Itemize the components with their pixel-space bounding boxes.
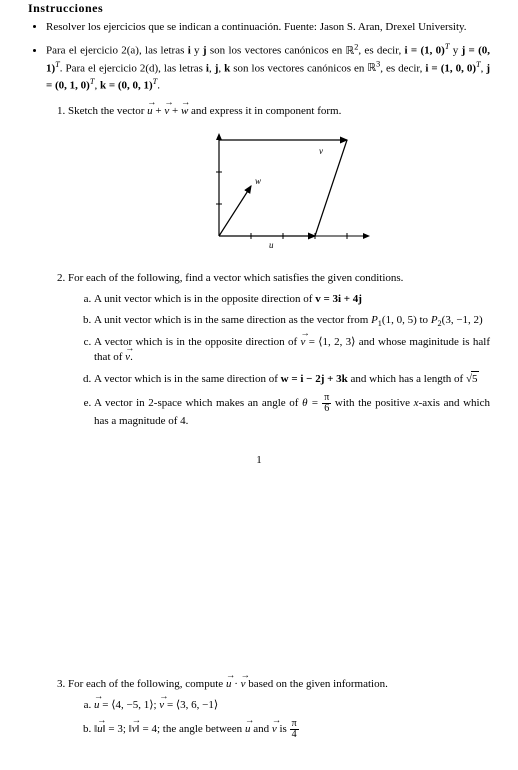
p2c: A vector which is in the opposite direct… <box>94 335 490 365</box>
text: For each of the following, find a vector… <box>68 272 403 284</box>
text: . <box>157 80 160 92</box>
vector-diagram: u w v <box>179 126 379 256</box>
frac-pi6: π6 <box>322 393 331 414</box>
problem-3-subs: u = ⟨4, −5, 1⟩; v = ⟨3, 6, −1⟩ ‖u‖ = 3; … <box>68 698 490 740</box>
instruction-item: Para el ejercicio 2(a), las letras i y j… <box>46 41 490 94</box>
vec-u: u <box>94 698 100 713</box>
v-label: v <box>319 146 323 156</box>
eq: w = i − 2j + 3k <box>281 373 348 385</box>
vec-v: v <box>272 722 277 737</box>
text: For each of the following, compute <box>68 678 226 690</box>
p3b: ‖u‖ = 3; ‖v‖ = 4; the angle between u an… <box>94 719 490 740</box>
text: based on the given information. <box>246 678 388 690</box>
text: , es decir, <box>380 62 425 74</box>
frac-pi4: π4 <box>290 719 299 740</box>
sqrt5: 5 <box>471 371 479 387</box>
sym: P <box>431 314 438 326</box>
vec-v: v <box>300 335 305 350</box>
text: y <box>449 45 461 57</box>
sym: θ = <box>302 397 322 409</box>
vec-v: v <box>159 698 164 713</box>
vec-w: w <box>181 104 188 119</box>
text: ‖ = 3; ‖ <box>103 723 132 735</box>
instruction-item: Resolver los ejercicios que se indican a… <box>46 20 490 35</box>
problems-list-cont: For each of the following, compute u · v… <box>28 677 490 740</box>
vec-u: u <box>97 722 103 737</box>
text: = ⟨3, 6, −1⟩ <box>164 699 218 711</box>
vector-w <box>219 186 251 236</box>
vec-u: u <box>147 104 153 119</box>
vec-v: v <box>125 350 130 365</box>
text: A vector in 2-space which makes an angle… <box>94 397 302 409</box>
sym: P <box>371 314 378 326</box>
text: A unit vector which is in the opposite d… <box>94 293 315 305</box>
text: and express it in component form. <box>188 105 341 117</box>
w-label: w <box>255 176 261 186</box>
text: , es decir, <box>358 45 404 57</box>
header-fragment: Instrucciones <box>28 0 490 16</box>
p2d: A vector which is in the same direction … <box>94 371 490 387</box>
problem-2-subs: A unit vector which is in the opposite d… <box>68 292 490 429</box>
eq: i = (1, 0, 0) <box>425 62 476 74</box>
page-2: For each of the following, compute u · v… <box>0 487 518 770</box>
eq: k = (0, 0, 1) <box>100 80 153 92</box>
text: (3, −1, 2) <box>442 314 483 326</box>
instructions-list: Resolver los ejercicios que se indican a… <box>28 20 490 93</box>
text: to <box>417 314 431 326</box>
u-label: u <box>269 240 274 250</box>
p3a: u = ⟨4, −5, 1⟩; v = ⟨3, 6, −1⟩ <box>94 698 490 713</box>
eq: i = (1, 0) <box>405 45 445 57</box>
text: . Para el ejercicio 2(d), las letras <box>60 62 206 74</box>
text: son los vectores canónicos en <box>207 45 346 57</box>
vec-v: v <box>241 677 246 692</box>
sym-R: ℝ2 <box>346 45 359 57</box>
text: y <box>191 45 203 57</box>
vec-u: u <box>245 722 251 737</box>
p2e: A vector in 2-space which makes an angle… <box>94 393 490 429</box>
text: (1, 0, 5) <box>382 314 417 326</box>
vec-v: v <box>164 104 169 119</box>
text: with the positive <box>331 397 413 409</box>
text: A vector which is in the same direction … <box>94 373 281 385</box>
text: son los vectores canónicos en <box>230 62 367 74</box>
problem-3: For each of the following, compute u · v… <box>68 677 490 740</box>
text: and which has a length of <box>348 373 466 385</box>
eq: v = 3i + 4j <box>315 293 362 305</box>
text: = ⟨4, −5, 1⟩; <box>100 699 160 711</box>
figure-1: u w v <box>68 126 490 261</box>
text: ‖ = 4; the angle between <box>137 723 245 735</box>
text: = ⟨1, 2, 3⟩ <box>305 336 355 348</box>
text: Para el ejercicio 2(a), las letras <box>46 45 188 57</box>
text: Sketch the vector <box>68 105 147 117</box>
vec-u: u <box>226 677 232 692</box>
problems-list: Sketch the vector u + v + w and express … <box>28 104 490 429</box>
sym-R: ℝ3 <box>367 62 380 74</box>
text: A unit vector which is in the same direc… <box>94 314 371 326</box>
page-number: 1 <box>28 453 490 468</box>
problem-2: For each of the following, find a vector… <box>68 271 490 428</box>
p2b: A unit vector which is in the same direc… <box>94 313 490 329</box>
p2a: A unit vector which is in the opposite d… <box>94 292 490 307</box>
vec-v: v <box>132 722 137 737</box>
problem-1: Sketch the vector u + v + w and express … <box>68 104 490 262</box>
page-1: Instrucciones Resolver los ejercicios qu… <box>0 0 518 487</box>
